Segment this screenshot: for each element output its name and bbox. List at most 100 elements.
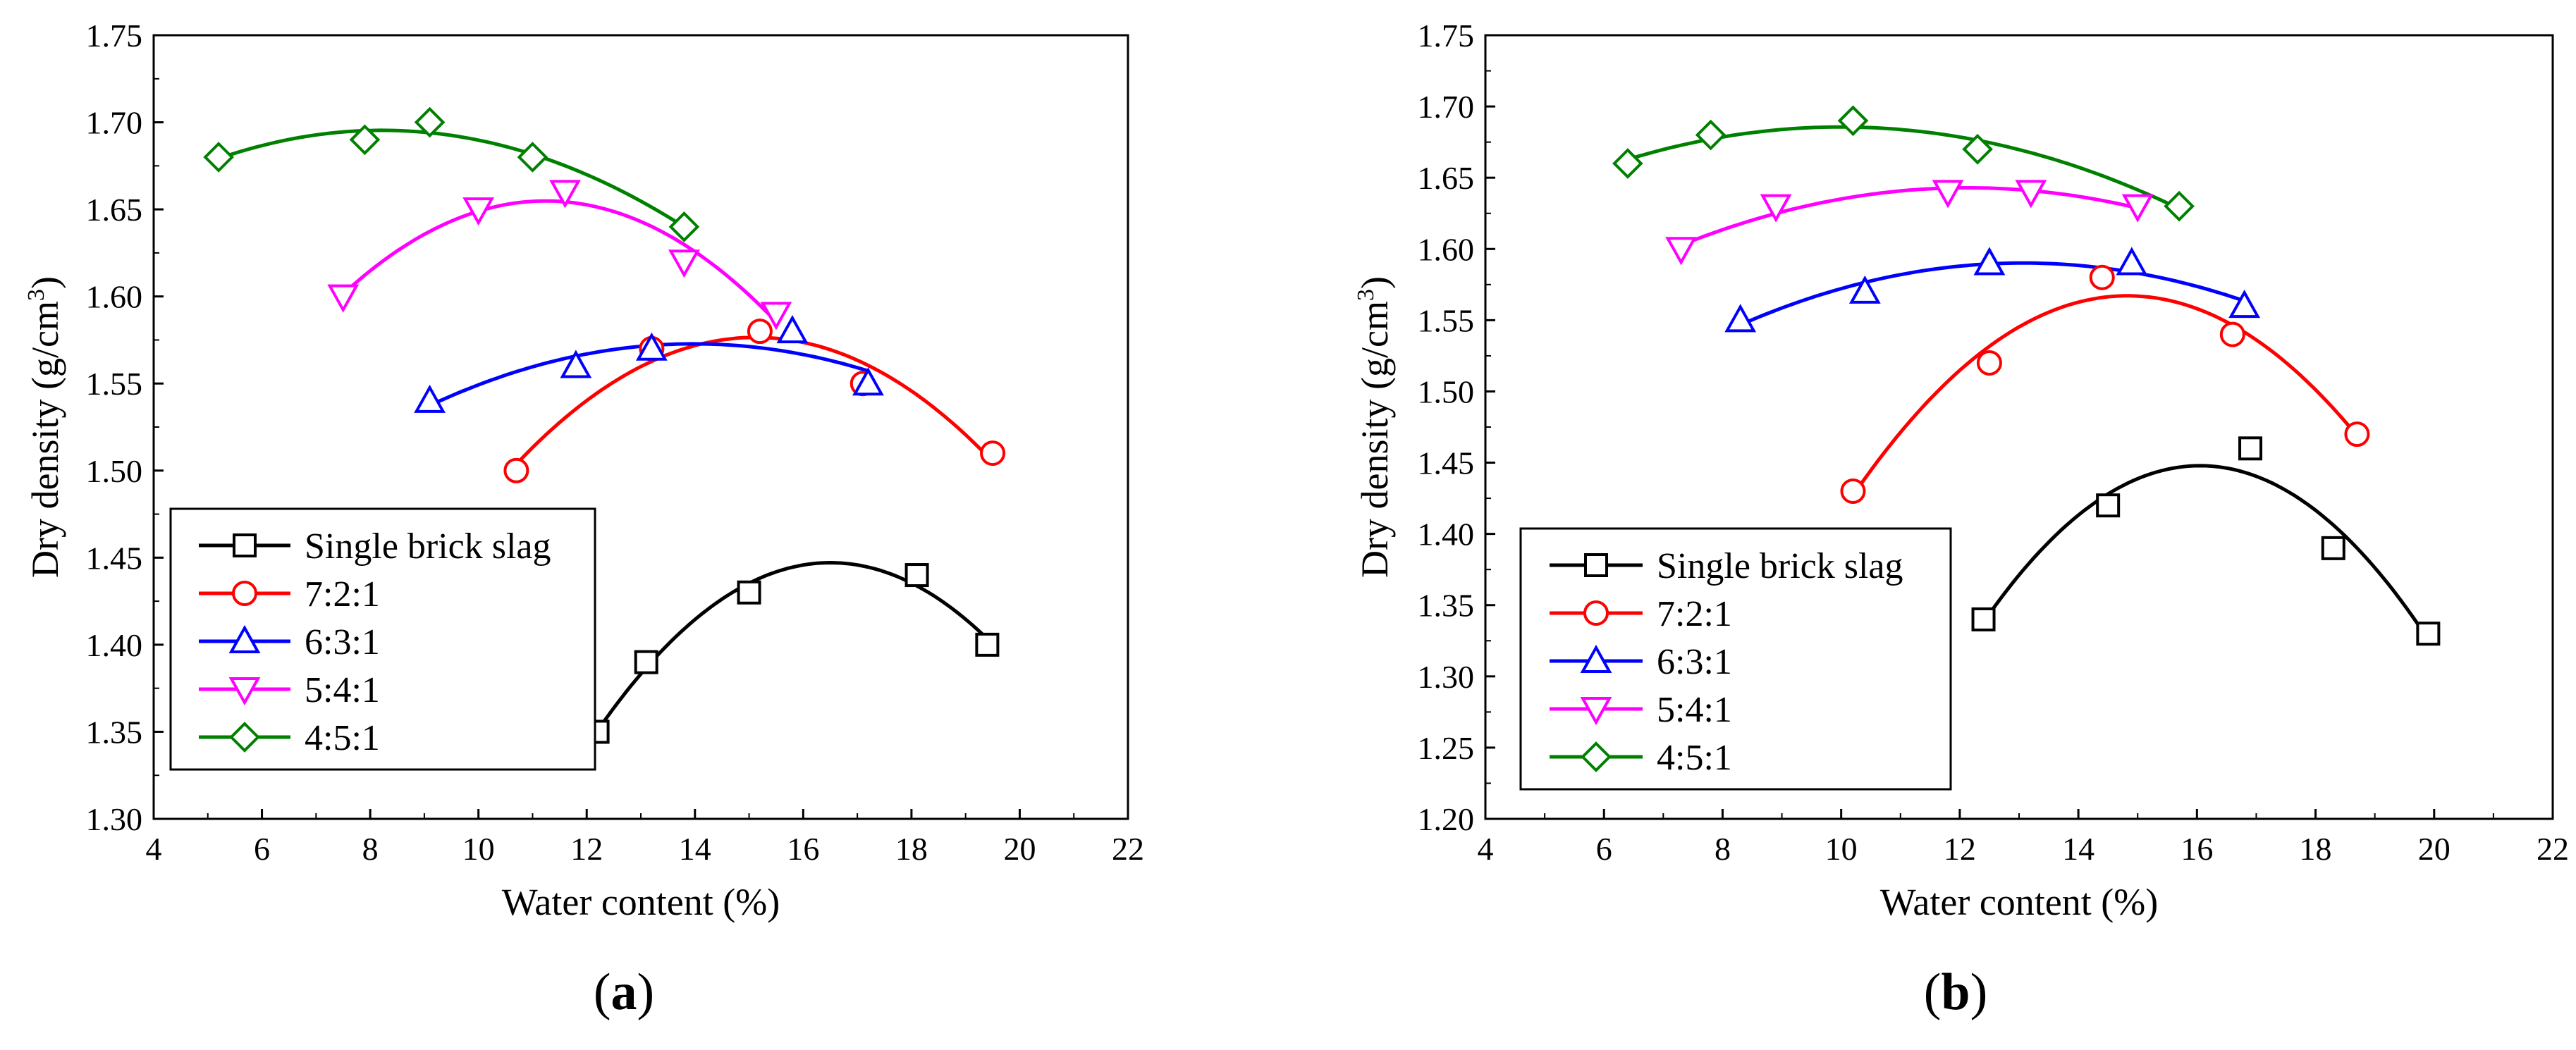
y-tick-label: 1.45 (1418, 445, 1475, 481)
y-tick-label: 1.35 (1418, 588, 1475, 624)
data-point-series-2 (852, 367, 884, 396)
x-tick-label: 16 (2181, 831, 2213, 867)
y-tick-label: 1.20 (1418, 801, 1475, 837)
x-tick-label: 8 (362, 831, 379, 867)
data-markers (203, 106, 1006, 744)
data-point-series-1 (2219, 321, 2245, 347)
x-tick-label: 10 (1825, 831, 1858, 867)
data-point-series-2 (2228, 290, 2261, 319)
legend-label: Single brick slag (1657, 546, 1903, 586)
legend-label: 6:3:1 (1657, 642, 1732, 682)
data-point-series-3 (2015, 180, 2047, 209)
data-markers (1612, 105, 2441, 646)
x-axis-label: Water content (%) (1880, 881, 2158, 923)
chart-panel-b: 4 6 8 10 12 14 16 18 20 22 1.201.251.301.351.401.… (1353, 18, 2569, 1021)
y-axis-label-close: ) (24, 276, 66, 289)
legend-label: Single brick slag (305, 526, 551, 567)
x-tick-label: 18 (2300, 831, 2332, 867)
data-point-series-1 (747, 319, 773, 345)
data-point-series-3 (1932, 180, 1964, 209)
data-point-series-0 (975, 632, 1000, 657)
data-point-series-3 (760, 302, 792, 331)
data-point-series-0 (634, 650, 658, 674)
x-tick-label: 16 (787, 831, 819, 867)
data-point-series-4 (1695, 119, 1726, 151)
x-tick-label: 14 (2062, 831, 2094, 867)
y-tick-label: 1.55 (1418, 302, 1475, 338)
data-point-series-4 (668, 211, 700, 242)
y-tick-label: 1.25 (1418, 730, 1475, 766)
series-line-0 (596, 560, 989, 732)
legend-marker (1583, 600, 1609, 626)
series-line-3 (1680, 186, 2138, 247)
y-axis-ticks: 1.20 1.25 1.30 1.35 1.40 1.45 1.50 1.55 1.60 1.65… (1418, 18, 1495, 837)
data-point-series-4 (1962, 133, 1993, 165)
legend-label: 5:4:1 (1657, 690, 1732, 730)
legend-marker (228, 624, 261, 653)
data-point-series-3 (1760, 194, 1792, 223)
y-tick-label: 1.75 (86, 18, 143, 54)
y-tick-label: 1.40 (1418, 517, 1475, 552)
data-point-series-4 (1837, 105, 1869, 137)
data-point-series-1 (2089, 264, 2115, 290)
data-point-series-1 (503, 457, 529, 483)
panel-label-b: (b) (1924, 963, 1987, 1021)
legend-marker (228, 677, 261, 706)
data-point-series-4 (203, 142, 234, 173)
y-tick-label: 1.75 (1418, 18, 1475, 54)
data-point-series-3 (1665, 237, 1697, 266)
legend-items: Single brick slag 7:2:1 6:3:1 5:4:1 4:5:1 (1550, 546, 1903, 778)
data-point-series-2 (776, 314, 809, 344)
y-axis-label: Dry density (g/cm3) (23, 276, 66, 578)
legend-marker (1584, 553, 1608, 577)
data-point-series-3 (2121, 194, 2154, 223)
legend-label: 5:4:1 (305, 670, 380, 710)
data-point-series-4 (1612, 148, 1643, 179)
data-point-series-1 (2344, 421, 2370, 447)
y-axis-label-superscript: 3 (23, 289, 49, 301)
y-axis-label-close: ) (1354, 276, 1396, 289)
data-point-series-2 (1724, 304, 1757, 333)
y-axis-label: Dry density (g/cm3) (1353, 276, 1396, 578)
y-axis-ticks: 1.30 1.35 1.40 1.45 1.50 1.55 1.60 1.65 1.70 1.75 (86, 18, 164, 837)
y-tick-label: 1.65 (1418, 160, 1475, 196)
y-tick-label: 1.45 (86, 540, 143, 576)
x-tick-label: 12 (1944, 831, 1976, 867)
legend-marker (1580, 644, 1612, 673)
y-tick-label: 1.60 (86, 279, 143, 315)
data-point-series-0 (2096, 493, 2121, 518)
data-point-series-3 (327, 284, 360, 313)
data-point-series-0 (2321, 536, 2345, 560)
series-line-1 (515, 335, 994, 466)
y-tick-label: 1.55 (86, 366, 143, 402)
legend-label: 6:3:1 (305, 622, 380, 662)
x-tick-label: 20 (2418, 831, 2451, 867)
x-tick-label: 6 (1596, 831, 1612, 867)
legend-marker (1580, 697, 1612, 726)
x-tick-label: 10 (462, 831, 495, 867)
data-point-series-4 (349, 124, 381, 156)
x-tick-label: 20 (1003, 831, 1036, 867)
data-point-series-2 (414, 384, 446, 413)
legend-label: 7:2:1 (305, 574, 380, 614)
y-tick-label: 1.70 (86, 105, 143, 141)
data-point-series-0 (2238, 436, 2263, 461)
data-point-series-0 (2416, 622, 2441, 646)
legend-label: 7:2:1 (1657, 594, 1732, 634)
y-axis-label-superscript: 3 (1353, 289, 1379, 301)
y-tick-label: 1.50 (86, 453, 143, 489)
data-point-series-3 (462, 197, 495, 226)
legend: Single brick slag 7:2:1 6:3:1 5:4:1 4:5:1 (169, 507, 596, 771)
legend: Single brick slag 7:2:1 6:3:1 5:4:1 4:5:1 (1519, 527, 1952, 791)
y-tick-label: 1.30 (86, 801, 143, 837)
legend-marker (233, 533, 257, 557)
legend-marker (232, 581, 257, 606)
x-axis-label: Water content (%) (502, 881, 780, 923)
x-tick-label: 14 (679, 831, 711, 867)
data-point-series-0 (904, 563, 929, 588)
y-tick-label: 1.35 (86, 714, 143, 750)
x-tick-label: 18 (895, 831, 928, 867)
data-point-series-2 (1973, 247, 2006, 276)
data-point-series-1 (1840, 478, 1866, 504)
